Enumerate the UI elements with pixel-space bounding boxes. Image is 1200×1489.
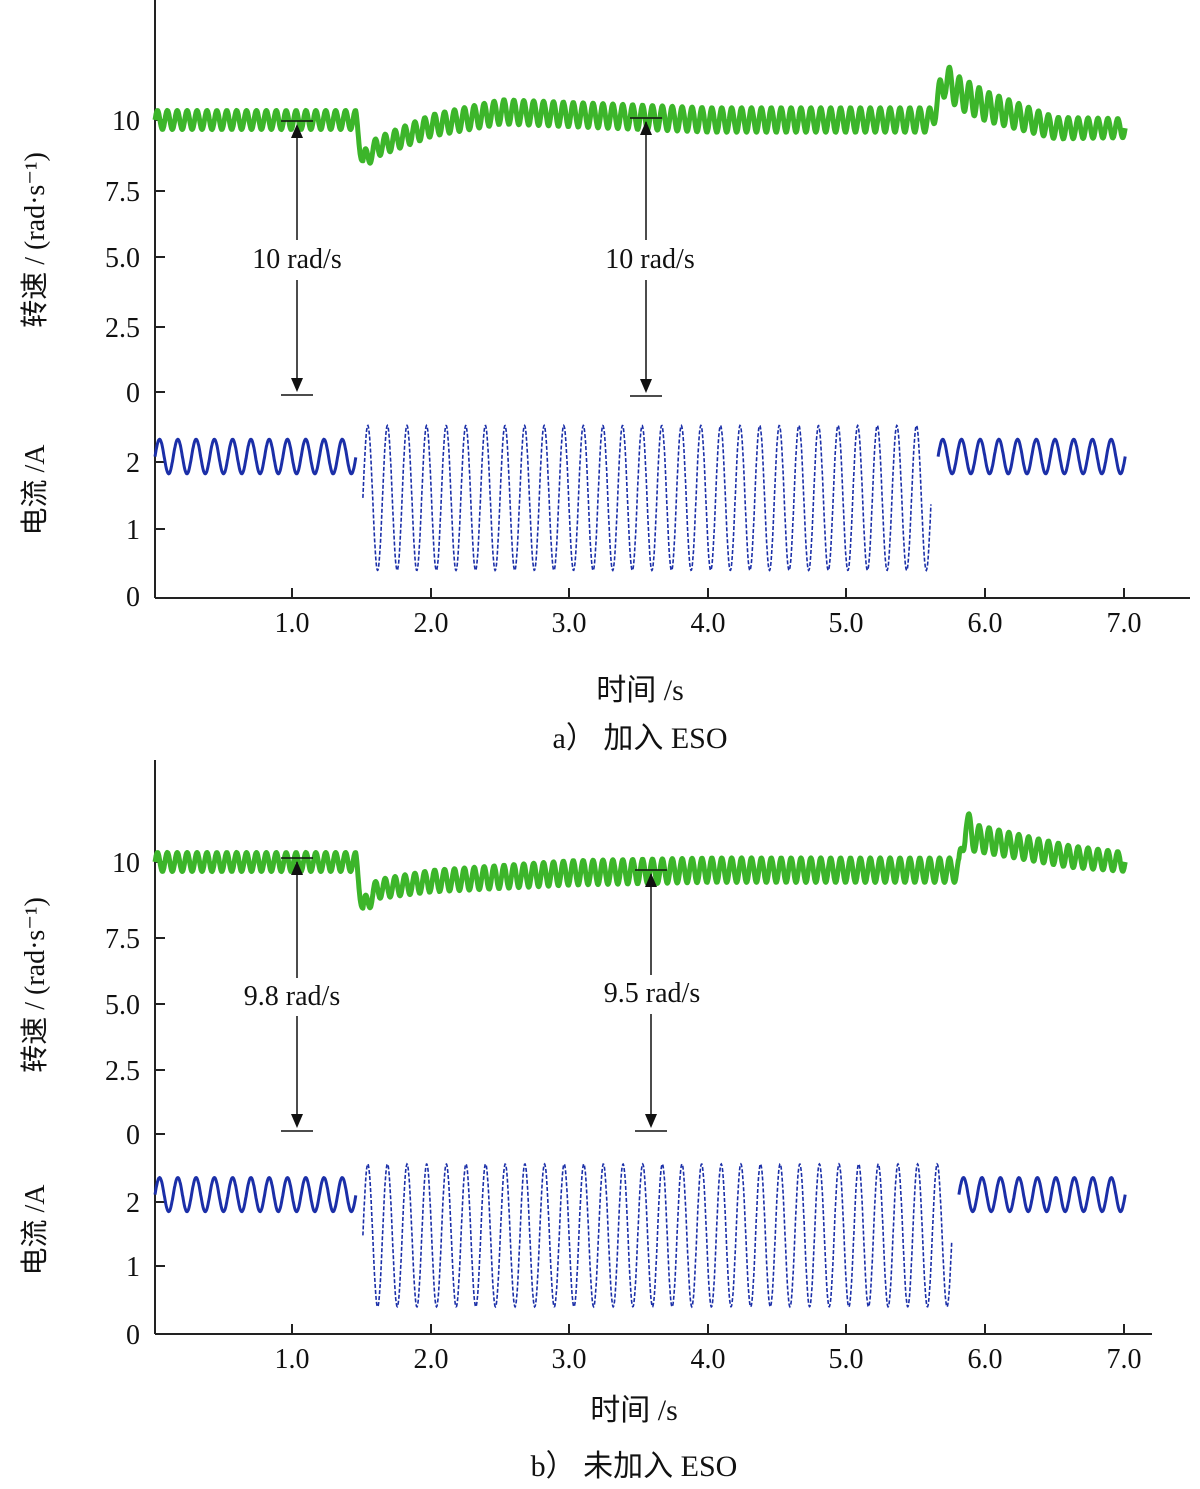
arrow-head bbox=[291, 1114, 303, 1128]
x-tick-label: 7.0 bbox=[1107, 1344, 1142, 1375]
x-tick-label: 6.0 bbox=[968, 608, 1003, 639]
arrow-head bbox=[291, 124, 303, 138]
panel-b: 10 7.5 5.0 2.5 0 2 1 0 1.0 2.0 3.0 4.0 5… bbox=[19, 760, 1152, 1483]
x-tick-label: 6.0 bbox=[968, 1344, 1003, 1375]
arrow-head bbox=[640, 379, 652, 393]
plot-area bbox=[152, 64, 1128, 572]
current-series-line bbox=[362, 1162, 953, 1309]
arrow-head bbox=[640, 121, 652, 135]
x-axis-label: 时间 /s bbox=[590, 1394, 678, 1427]
x-tick-label: 3.0 bbox=[552, 1344, 587, 1375]
x-ticks bbox=[291, 1324, 1125, 1334]
x-tick-label: 4.0 bbox=[691, 1344, 726, 1375]
x-tick-label: 5.0 bbox=[829, 1344, 864, 1375]
speed-tick-label: 0 bbox=[126, 1120, 140, 1151]
x-tick-label: 1.0 bbox=[275, 608, 310, 639]
current-series-line bbox=[153, 437, 358, 476]
speed-tick-label: 0 bbox=[126, 378, 140, 409]
arrow-head bbox=[291, 378, 303, 392]
y-axis-label-speed: 转速 / (rad·s⁻¹) bbox=[19, 152, 51, 328]
speed-tick-label: 2.5 bbox=[105, 313, 140, 344]
panel-caption: a） 加入 ESO bbox=[553, 722, 728, 755]
x-tick-label: 1.0 bbox=[275, 1344, 310, 1375]
annotation-label: 9.8 rad/s bbox=[244, 981, 340, 1012]
x-tick-label: 2.0 bbox=[414, 608, 449, 639]
x-ticks bbox=[291, 588, 1125, 598]
speed-tick-label: 2.5 bbox=[105, 1056, 140, 1087]
panel-caption: b） 未加入 ESO bbox=[531, 1450, 738, 1483]
annotation: 10 rad/s bbox=[252, 120, 342, 396]
current-tick-label: 0 bbox=[126, 1320, 140, 1351]
current-tick-label: 1 bbox=[126, 1252, 140, 1283]
annotation: 9.5 rad/s bbox=[604, 869, 700, 1132]
y-axis-label-current: 电流 /A bbox=[19, 1184, 51, 1276]
speed-tick-label: 5.0 bbox=[105, 243, 140, 274]
annotation-label: 9.5 rad/s bbox=[604, 978, 700, 1009]
panel-a: 10 7.5 5.0 2.5 0 2 1 0 1.0 2.0 3.0 4.0 5… bbox=[19, 0, 1190, 755]
speed-tick-label: 5.0 bbox=[105, 990, 140, 1021]
speed-tick-label: 7.5 bbox=[105, 177, 140, 208]
x-axis-label: 时间 /s bbox=[596, 674, 684, 707]
plot-area bbox=[152, 811, 1128, 1309]
arrow-head bbox=[645, 1114, 657, 1128]
arrow-head bbox=[645, 873, 657, 887]
y-axis-label-current: 电流 /A bbox=[19, 444, 51, 536]
annotation-label: 10 rad/s bbox=[252, 244, 341, 275]
annotation: 10 rad/s bbox=[605, 117, 695, 397]
speed-tick-label: 10 bbox=[112, 106, 140, 137]
current-tick-label: 0 bbox=[126, 582, 140, 613]
arrow-head bbox=[291, 861, 303, 875]
current-series-line bbox=[936, 437, 1127, 476]
x-tick-label: 5.0 bbox=[829, 608, 864, 639]
current-series-line bbox=[153, 1175, 358, 1214]
y-axis-label-speed: 转速 / (rad·s⁻¹) bbox=[19, 897, 51, 1073]
speed-series-line bbox=[152, 811, 1128, 911]
current-series-line bbox=[957, 1175, 1127, 1214]
current-tick-label: 2 bbox=[126, 1188, 140, 1219]
speed-series-line bbox=[152, 64, 1128, 166]
current-tick-label: 2 bbox=[126, 448, 140, 479]
annotation: 9.8 rad/s bbox=[244, 857, 340, 1132]
annotation-label: 10 rad/s bbox=[605, 244, 694, 275]
x-tick-label: 2.0 bbox=[414, 1344, 449, 1375]
x-tick-label: 4.0 bbox=[691, 608, 726, 639]
current-tick-label: 1 bbox=[126, 515, 140, 546]
speed-tick-label: 10 bbox=[112, 848, 140, 879]
speed-tick-label: 7.5 bbox=[105, 924, 140, 955]
current-series-line bbox=[362, 423, 932, 572]
x-tick-label: 3.0 bbox=[552, 608, 587, 639]
x-tick-label: 7.0 bbox=[1107, 608, 1142, 639]
